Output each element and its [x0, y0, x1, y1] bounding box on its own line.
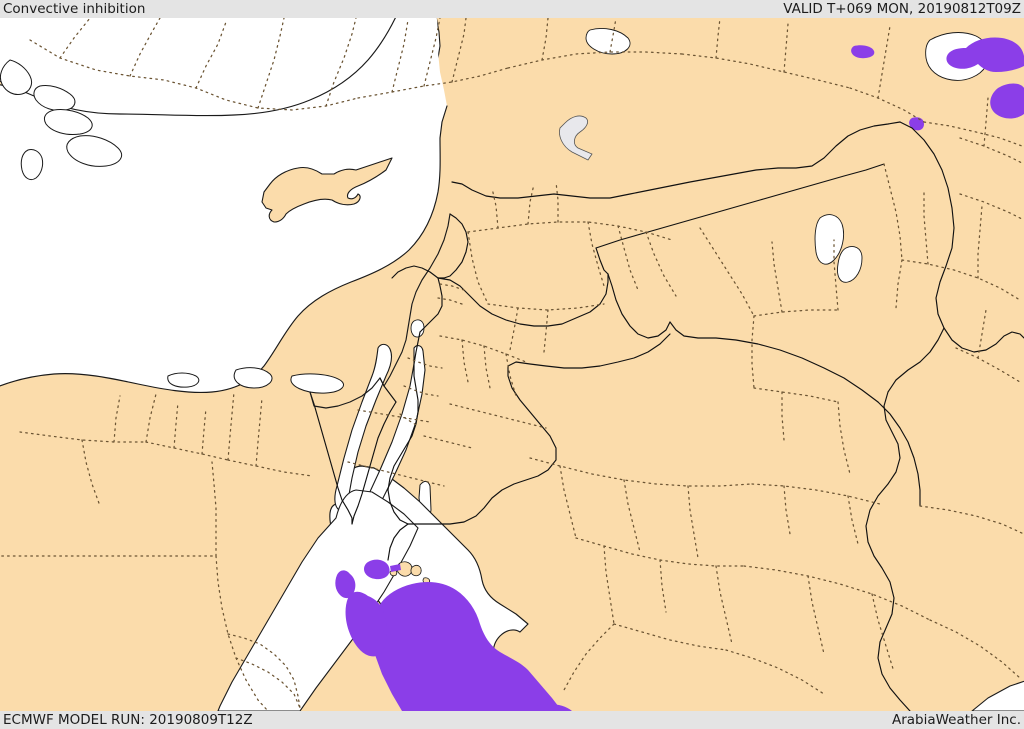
- border-turkey-iraq-iran: [899, 121, 1024, 353]
- cin-region-n-turkey-tiny: [851, 45, 875, 59]
- aegean-notch-gulf-3: [66, 135, 122, 167]
- border-lebanon-syria: [391, 265, 439, 279]
- black-sea-inlet: [585, 27, 631, 55]
- persian-gulf: [971, 680, 1024, 711]
- cin-region-tiran-strip: [390, 564, 401, 572]
- sinai-coast: [309, 377, 381, 409]
- border-syria-iraq-vertical: [607, 273, 671, 339]
- border-iraq-saudi: [669, 321, 879, 403]
- cin-shaded-group: [335, 37, 1024, 711]
- cin-region-ne-iraq-iran: [946, 37, 1024, 72]
- lake-urmia: [814, 214, 845, 265]
- cyprus-island: [261, 157, 393, 223]
- coastline-group: [309, 213, 451, 409]
- lake-manzala: [233, 367, 273, 389]
- border-lebanon-coast-north: [437, 213, 469, 279]
- map-canvas[interactable]: [0, 18, 1024, 711]
- sea-of-galilee: [410, 319, 425, 338]
- model-run-label: ECMWF MODEL RUN: 20190809T12Z: [3, 712, 253, 728]
- map-svg: [0, 18, 1024, 711]
- aegean-island-rhodes: [20, 149, 44, 181]
- cin-region-red-sea-north: [345, 591, 387, 657]
- lake-tharthar: [837, 246, 863, 283]
- footer-bar: ECMWF MODEL RUN: 20190809T12Z ArabiaWeat…: [0, 711, 1024, 729]
- nile-delta-coast: [167, 367, 344, 394]
- border-israel-lebanon-syria: [419, 277, 443, 333]
- aegean-islands-and-bays: [0, 59, 122, 181]
- provider-label: ArabiaWeather Inc.: [891, 712, 1021, 728]
- aegean-bay-1: [0, 59, 33, 95]
- cin-region-e-turkey-iran: [990, 83, 1024, 119]
- national-borders-group: [309, 121, 1024, 711]
- border-egypt-israel: [351, 401, 397, 525]
- cin-region-red-sea-main: [371, 582, 562, 711]
- admin-borders-group: [0, 18, 1024, 711]
- border-turkey-syria: [451, 121, 901, 199]
- lake-burullus: [167, 372, 200, 388]
- levant-coast: [379, 213, 451, 387]
- mediterranean-sea-clean: [0, 18, 447, 393]
- cin-region-aqaba-patch: [335, 570, 356, 599]
- cin-region-se-turkey-tiny: [909, 117, 924, 131]
- border-syria-iraq: [595, 163, 885, 249]
- border-sinai-suez-line: [309, 391, 353, 525]
- border-saudi-gulf: [877, 401, 921, 507]
- bardawil-lagoon: [290, 373, 344, 394]
- border-jordan-saudi: [407, 333, 671, 525]
- sanafir-island: [410, 564, 422, 577]
- border-saudi-aqaba: [387, 523, 409, 561]
- border-syria-jordan-iraq-junction: [595, 247, 609, 275]
- valid-time-label: VALID T+069 MON, 20190812T09Z: [783, 1, 1021, 17]
- aegean-notch-gulf-2: [43, 109, 93, 135]
- border-jordan-israel: [387, 331, 421, 525]
- header-bar: Convective inhibition VALID T+069 MON, 2…: [0, 0, 1024, 18]
- cin-region-suez-mouth-patch: [364, 559, 390, 580]
- cin-region-southern-edge-patch: [528, 703, 572, 711]
- lake-assad: [559, 115, 593, 161]
- page-title: Convective inhibition: [3, 1, 146, 17]
- border-jordan-syria: [437, 273, 609, 327]
